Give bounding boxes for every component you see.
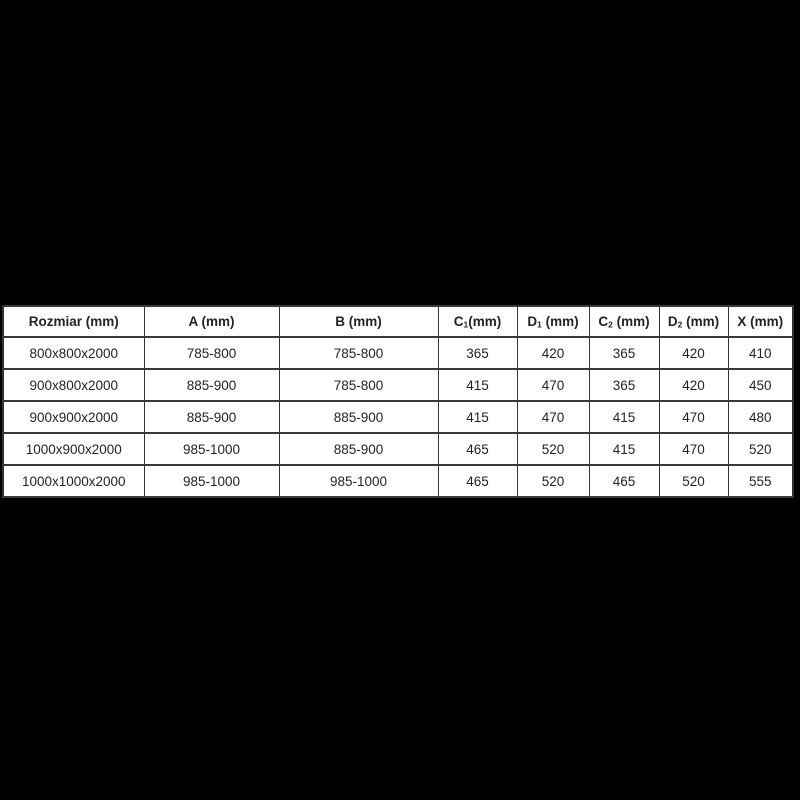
dimensions-table: Rozmiar (mm) A (mm) B (mm) C1(mm) D1 (mm) C2 … <box>2 305 794 498</box>
table-body: 800x800x2000 785-800 785-800 365 420 365 420 41… <box>2 336 794 498</box>
table-row: 1000x900x2000 985-1000 885-900 465 520 415 470… <box>2 432 794 466</box>
table-header-row: Rozmiar (mm) A (mm) B (mm) C1(mm) D1 (mm) C2 … <box>2 305 794 338</box>
table-cell: 450 <box>727 368 794 402</box>
header-label: C <box>453 313 464 329</box>
header-subscript: 1 <box>463 319 469 330</box>
header-subscript: 2 <box>608 319 613 330</box>
table-cell: 470 <box>658 400 729 434</box>
table-cell: 985-1000 <box>143 464 280 498</box>
header-subscript: 1 <box>537 319 542 330</box>
table-cell: 365 <box>588 368 660 402</box>
table-cell: 785-800 <box>143 336 280 370</box>
column-header: X (mm) <box>727 305 794 338</box>
table-cell: 465 <box>437 464 518 498</box>
table-cell: 415 <box>437 400 518 434</box>
table-cell: 555 <box>727 464 794 498</box>
header-subscript: 2 <box>677 319 683 330</box>
header-unit: (mm) <box>468 313 502 329</box>
table-cell: 470 <box>658 432 729 466</box>
table-cell: 985-1000 <box>278 464 439 498</box>
header-unit: (mm) <box>682 313 720 329</box>
header-label: X (mm) <box>737 314 784 329</box>
header-label: A (mm) <box>188 314 235 329</box>
header-unit: (mm) <box>541 313 579 329</box>
header-label: D <box>527 313 538 329</box>
column-header: C1(mm) <box>437 305 518 338</box>
table-cell: 365 <box>437 336 518 370</box>
table-cell: 470 <box>516 368 590 402</box>
table-cell: 365 <box>588 336 660 370</box>
table-cell: 520 <box>516 432 590 466</box>
table-cell: 470 <box>516 400 590 434</box>
table-row: 900x800x2000 885-900 785-800 415 470 365 420 45… <box>2 368 794 402</box>
table-cell: 420 <box>516 336 590 370</box>
table-cell: 900x800x2000 <box>2 368 145 402</box>
column-header: C2 (mm) <box>588 305 660 338</box>
header-label: B (mm) <box>335 314 382 329</box>
table-cell: 410 <box>727 336 794 370</box>
table-cell: 885-900 <box>278 432 439 466</box>
table-cell: 415 <box>588 400 660 434</box>
column-header: A (mm) <box>143 305 280 338</box>
table-row: 1000x1000x2000 985-1000 985-1000 465 520 465 5… <box>2 464 794 498</box>
table-cell: 1000x900x2000 <box>2 432 145 466</box>
table-cell: 420 <box>658 368 729 402</box>
table-cell: 785-800 <box>278 368 439 402</box>
table-cell: 800x800x2000 <box>2 336 145 370</box>
table-row: 800x800x2000 785-800 785-800 365 420 365 420 41… <box>2 336 794 370</box>
table-cell: 520 <box>516 464 590 498</box>
table-cell: 885-900 <box>278 400 439 434</box>
table-cell: 415 <box>437 368 518 402</box>
column-header: D2 (mm) <box>658 305 729 338</box>
table-cell: 1000x1000x2000 <box>2 464 145 498</box>
header-label: Rozmiar (mm) <box>28 314 119 329</box>
column-header: B (mm) <box>278 305 439 338</box>
table-cell: 785-800 <box>278 336 439 370</box>
table-cell: 465 <box>588 464 660 498</box>
table-cell: 885-900 <box>143 400 280 434</box>
table-cell: 415 <box>588 432 660 466</box>
header-label: D <box>667 313 678 329</box>
header-label: C <box>598 313 609 329</box>
header-unit: (mm) <box>612 313 650 329</box>
table-row: 900x900x2000 885-900 885-900 415 470 415 470 48… <box>2 400 794 434</box>
table-cell: 985-1000 <box>143 432 280 466</box>
table-cell: 480 <box>727 400 794 434</box>
table-cell: 900x900x2000 <box>2 400 145 434</box>
table-cell: 885-900 <box>143 368 280 402</box>
table-row: Rozmiar (mm) A (mm) B (mm) C1(mm) D1 (mm) C2 … <box>2 305 794 338</box>
column-header: Rozmiar (mm) <box>2 305 145 338</box>
table-cell: 420 <box>658 336 729 370</box>
column-header: D1 (mm) <box>516 305 590 338</box>
table-cell: 520 <box>727 432 794 466</box>
table-cell: 465 <box>437 432 518 466</box>
table-cell: 520 <box>658 464 729 498</box>
